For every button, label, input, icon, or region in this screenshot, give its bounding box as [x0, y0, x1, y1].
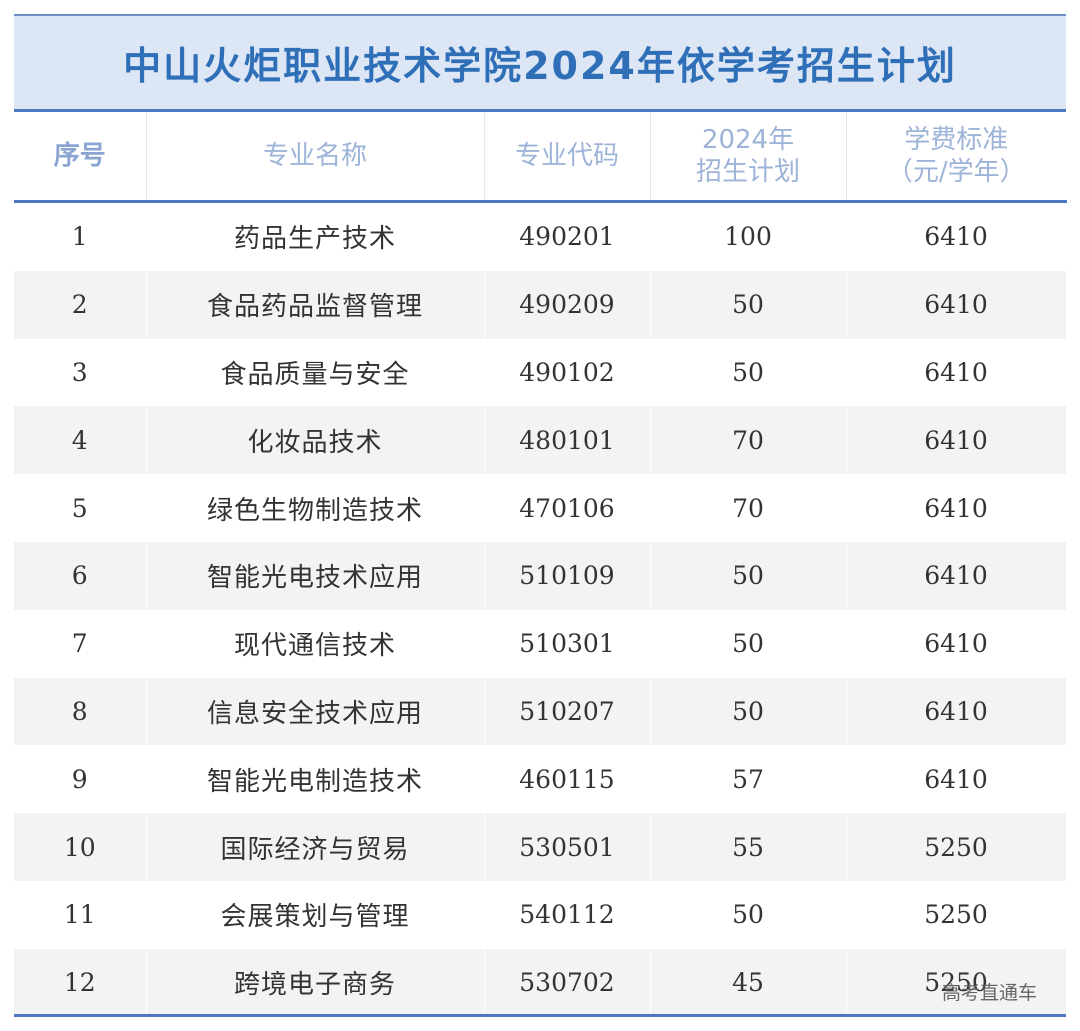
cell-index: 11	[14, 880, 147, 949]
cell-name: 化妆品技术	[146, 406, 485, 475]
cell-name: 药品生产技术	[146, 201, 485, 271]
table-bottom-border	[14, 1014, 1066, 1017]
table-row: 1 药品生产技术 490201 100 6410	[14, 201, 1067, 271]
cell-code: 540112	[484, 880, 651, 949]
table-row: 3 食品质量与安全 490102 50 6410	[14, 338, 1067, 407]
table-row: 2 食品药品监督管理 490209 50 6410	[14, 270, 1067, 339]
header-plan: 2024年 招生计划	[650, 112, 847, 203]
page-title: 中山火炬职业技术学院2024年依学考招生计划	[123, 44, 957, 88]
cell-name: 食品药品监督管理	[146, 270, 485, 339]
cell-fee: 5250	[846, 948, 1067, 1017]
table-row: 8 信息安全技术应用 510207 50 6410	[14, 677, 1067, 746]
cell-index: 6	[14, 541, 147, 610]
header-plan-line2: 招生计划	[695, 157, 800, 187]
cell-fee: 5250	[846, 813, 1067, 881]
cell-fee: 6410	[846, 270, 1067, 339]
watermark: 高考直通车	[942, 982, 1038, 1004]
header-fee: 学费标准 （元/学年）	[846, 112, 1066, 203]
plan-table: 序号 专业名称 专业代码 2024年 招生计划 学费标准 （元/学年） 1 药品…	[14, 112, 1067, 1017]
cell-index: 8	[14, 677, 147, 746]
cell-index: 12	[14, 948, 147, 1017]
cell-fee: 6410	[846, 338, 1067, 407]
cell-plan: 45	[650, 948, 847, 1017]
cell-fee: 5250	[846, 880, 1067, 949]
cell-index: 4	[14, 406, 147, 475]
header-code: 专业代码	[484, 112, 651, 203]
title-bar: 中山火炬职业技术学院2024年依学考招生计划	[14, 14, 1066, 112]
cell-code: 490209	[484, 270, 651, 339]
table-row: 4 化妆品技术 480101 70 6410	[14, 406, 1067, 475]
cell-index: 2	[14, 270, 147, 339]
cell-name: 跨境电子商务	[146, 948, 485, 1017]
cell-code: 530702	[484, 948, 651, 1017]
cell-fee: 6410	[846, 609, 1067, 678]
table-row: 12 跨境电子商务 530702 45 5250	[14, 948, 1067, 1017]
cell-index: 5	[14, 474, 147, 542]
cell-name: 食品质量与安全	[146, 338, 485, 407]
cell-code: 490102	[484, 338, 651, 407]
table-row: 5 绿色生物制造技术 470106 70 6410	[14, 474, 1067, 542]
header-fee-line1: 学费标准	[904, 125, 1009, 155]
cell-fee: 6410	[846, 474, 1067, 542]
cell-index: 1	[14, 201, 147, 271]
cell-fee: 6410	[846, 201, 1067, 271]
cell-plan: 57	[650, 745, 847, 814]
cell-index: 3	[14, 338, 147, 407]
header-name: 专业名称	[146, 112, 485, 203]
cell-plan: 50	[650, 609, 847, 678]
cell-plan: 100	[650, 201, 847, 271]
cell-name: 智能光电技术应用	[146, 541, 485, 610]
cell-code: 530501	[484, 813, 651, 881]
cell-plan: 70	[650, 474, 847, 542]
cell-name: 信息安全技术应用	[146, 677, 485, 746]
cell-fee: 6410	[846, 745, 1067, 814]
cell-index: 9	[14, 745, 147, 814]
header-fee-line2: （元/学年）	[886, 157, 1026, 187]
cell-code: 470106	[484, 474, 651, 542]
cell-name: 绿色生物制造技术	[146, 474, 485, 542]
cell-code: 460115	[484, 745, 651, 814]
cell-plan: 70	[650, 406, 847, 475]
cell-plan: 50	[650, 541, 847, 610]
table-row: 9 智能光电制造技术 460115 57 6410	[14, 745, 1067, 814]
cell-plan: 50	[650, 338, 847, 407]
cell-plan: 50	[650, 677, 847, 746]
cell-code: 480101	[484, 406, 651, 475]
cell-name: 现代通信技术	[146, 609, 485, 678]
cell-plan: 55	[650, 813, 847, 881]
cell-index: 10	[14, 813, 147, 881]
cell-code: 510109	[484, 541, 651, 610]
enrollment-plan-table: 中山火炬职业技术学院2024年依学考招生计划 序号 专业名称 专业代码 2024…	[14, 14, 1067, 1018]
header-row: 序号 专业名称 专业代码 2024年 招生计划 学费标准 （元/学年）	[14, 112, 1066, 203]
cell-name: 国际经济与贸易	[146, 813, 485, 881]
cell-fee: 6410	[846, 406, 1067, 475]
header-plan-line1: 2024年	[701, 125, 795, 155]
cell-plan: 50	[650, 270, 847, 339]
cell-fee: 6410	[846, 541, 1067, 610]
table-row: 7 现代通信技术 510301 50 6410	[14, 609, 1067, 678]
cell-code: 490201	[484, 201, 651, 271]
table-row: 6 智能光电技术应用 510109 50 6410	[14, 541, 1067, 610]
cell-fee: 6410	[846, 677, 1067, 746]
table-row: 11 会展策划与管理 540112 50 5250	[14, 880, 1067, 949]
cell-index: 7	[14, 609, 147, 678]
cell-name: 智能光电制造技术	[146, 745, 485, 814]
cell-code: 510207	[484, 677, 651, 746]
cell-name: 会展策划与管理	[146, 880, 485, 949]
cell-code: 510301	[484, 609, 651, 678]
cell-plan: 50	[650, 880, 847, 949]
header-index: 序号	[14, 112, 147, 203]
table-row: 10 国际经济与贸易 530501 55 5250	[14, 813, 1067, 881]
